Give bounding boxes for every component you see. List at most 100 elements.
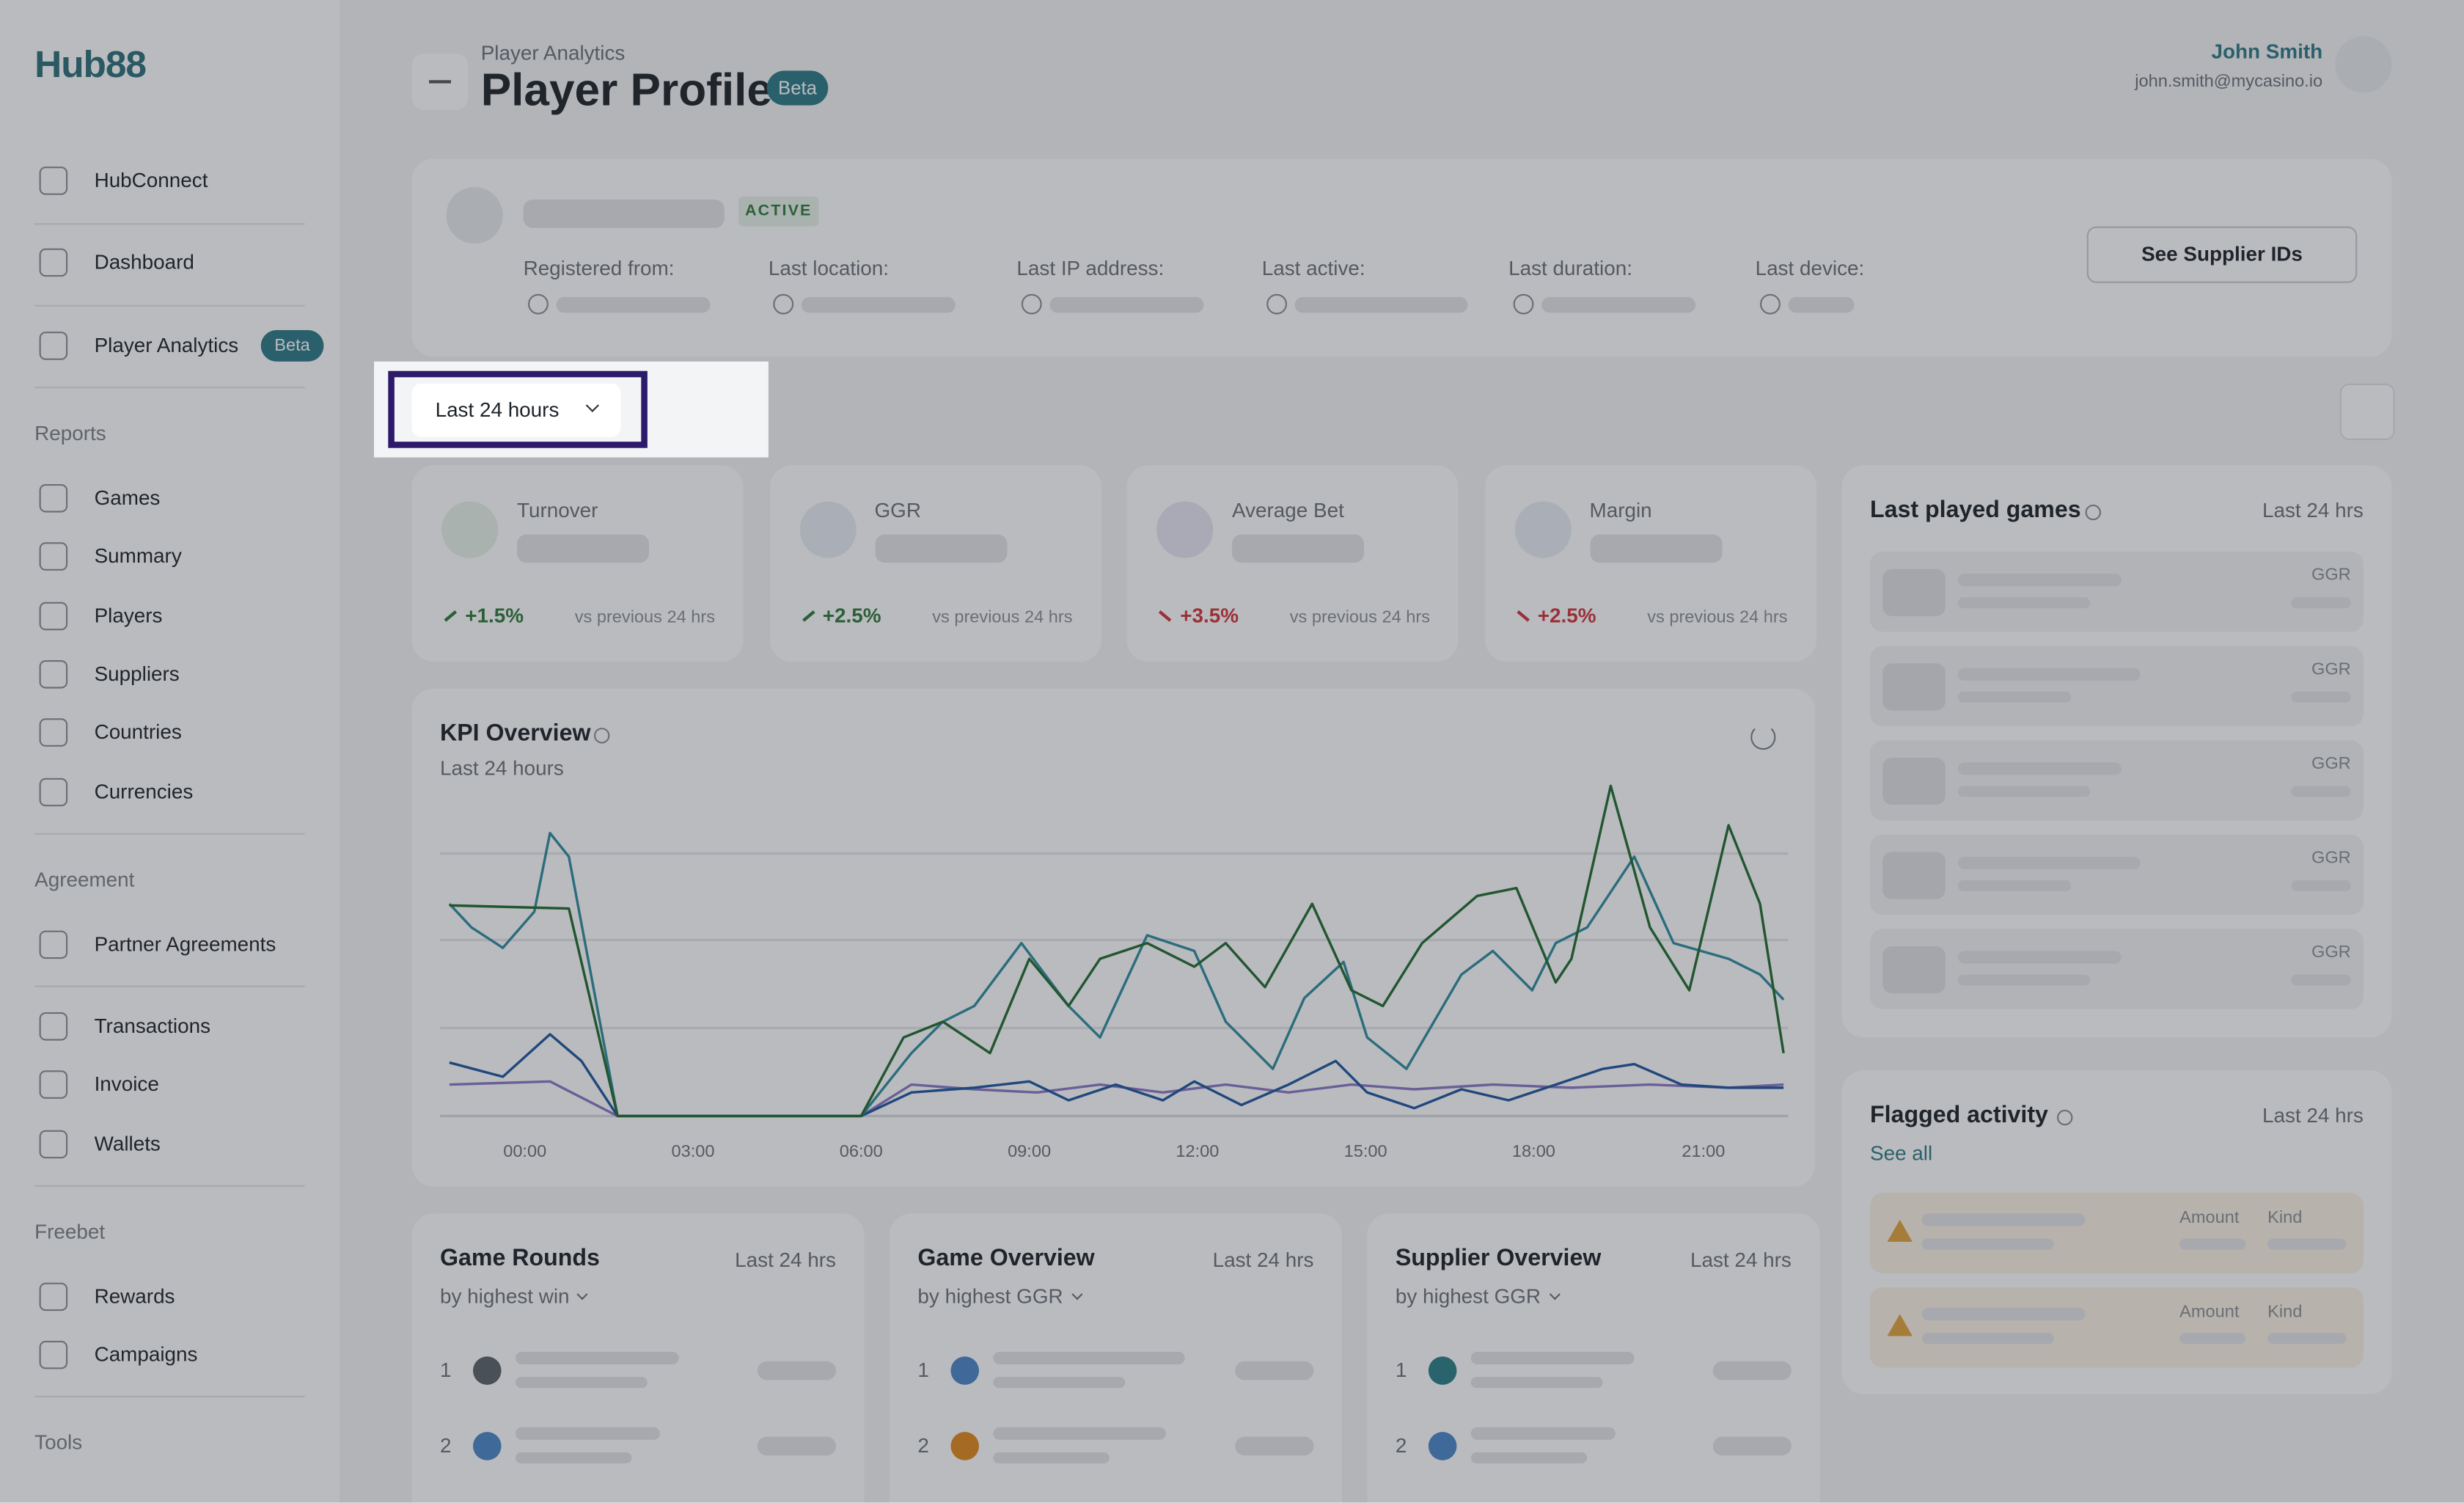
game-row: GGR: [1870, 646, 2364, 726]
kind-label: Kind: [2267, 1208, 2303, 1228]
kpi-change: +1.5%: [465, 603, 524, 627]
kind-label: Kind: [2267, 1303, 2303, 1323]
name-skeleton: [523, 200, 725, 228]
user-email: john.smith@mycasino.io: [2135, 72, 2323, 92]
kpi-label: Margin: [1589, 498, 1652, 522]
nav-item[interactable]: Wallets: [94, 1131, 161, 1155]
nav-item[interactable]: Players: [94, 603, 163, 627]
card-title: KPI Overview: [440, 720, 591, 747]
nav-icon: [39, 660, 68, 689]
field-icon: [1513, 293, 1534, 315]
nav-item[interactable]: Currencies: [94, 779, 194, 803]
flag-skeleton: [1921, 1238, 2054, 1250]
rank-number: 1: [917, 1358, 929, 1382]
back-button[interactable]: [411, 53, 469, 110]
sort-dropdown[interactable]: by highest GGR: [917, 1284, 1082, 1309]
card-title: Flagged activity: [1870, 1102, 2048, 1129]
ggr-skeleton: [2291, 974, 2351, 986]
kpi-change: +3.5%: [1180, 603, 1239, 627]
last-played-card: Last played games Last 24 hrs GGR GGR GGR G…: [1841, 465, 2392, 1038]
game-skeleton: [1958, 691, 2072, 703]
rank-dot: [950, 1432, 979, 1460]
rank-skeleton: [515, 1452, 632, 1463]
value-skeleton: [1712, 1361, 1792, 1381]
flag-row: Amount Kind: [1870, 1287, 2364, 1368]
x-axis-label: 00:00: [503, 1142, 547, 1162]
profile-card: ACTIVE See Supplier IDs Registered from:…: [411, 158, 2392, 357]
nav-icon: [39, 167, 68, 195]
rank-dot: [473, 1432, 502, 1460]
game-row: GGR: [1870, 552, 2364, 632]
nav-item[interactable]: Suppliers: [94, 662, 180, 686]
x-axis-label: 03:00: [671, 1142, 715, 1162]
period-dropdown[interactable]: Last 24 hours: [411, 383, 621, 437]
field-skeleton: [801, 297, 956, 313]
nav-icon: [39, 484, 68, 513]
rank-number: 2: [440, 1433, 452, 1458]
sort-dropdown[interactable]: by highest win: [440, 1284, 589, 1309]
nav-icon: [39, 1340, 68, 1369]
info-icon[interactable]: [2085, 504, 2101, 521]
nav-item[interactable]: Partner Agreements: [94, 932, 276, 956]
nav-item[interactable]: HubConnect: [94, 168, 208, 192]
kpi-chart: [439, 784, 1789, 1118]
supplier-ids-button[interactable]: See Supplier IDs: [2086, 226, 2358, 283]
sort-dropdown[interactable]: by highest GGR: [1396, 1284, 1560, 1309]
rank-number: 1: [440, 1358, 452, 1382]
nav-item[interactable]: Invoice: [94, 1072, 159, 1096]
x-axis-label: 15:00: [1343, 1142, 1387, 1162]
nav-icon: [39, 248, 68, 277]
game-thumb: [1882, 663, 1946, 711]
field-skeleton: [1788, 297, 1855, 313]
field-icon: [528, 293, 549, 315]
field-icon: [773, 293, 794, 315]
user-avatar[interactable]: [2335, 36, 2392, 93]
see-all-link[interactable]: See all: [1870, 1141, 1933, 1165]
ggr-skeleton: [2291, 597, 2351, 609]
game-skeleton: [1958, 762, 2122, 775]
section-heading: Freebet: [34, 1219, 106, 1243]
nav-item[interactable]: Player Analytics: [94, 333, 239, 357]
refresh-icon[interactable]: [1750, 724, 1776, 750]
game-row: GGR: [1870, 740, 2364, 821]
focus-frame: [388, 370, 648, 448]
field-icon: [1760, 293, 1781, 315]
kpi-label: Turnover: [517, 498, 598, 522]
nav-item[interactable]: Transactions: [94, 1014, 211, 1038]
game-skeleton: [1958, 880, 2072, 891]
x-axis-label: 09:00: [1008, 1142, 1052, 1162]
nav-item[interactable]: Summary: [94, 544, 182, 568]
flagged-card: Flagged activity Last 24 hrs See all Amo…: [1841, 1070, 2392, 1394]
summary-card: Supplier Overview Last 24 hrs by highest G…: [1367, 1213, 1820, 1503]
dropdown-label: Last 24 hours: [435, 398, 560, 422]
info-icon[interactable]: [2057, 1109, 2073, 1126]
section-heading: Agreement: [34, 867, 135, 891]
beta-badge: Beta: [766, 70, 829, 106]
section-heading: Reports: [34, 421, 106, 445]
nav-item[interactable]: Rewards: [94, 1284, 175, 1308]
ggr-label: GGR: [2311, 849, 2351, 868]
card-title: Supplier Overview: [1395, 1245, 1602, 1272]
warning-icon: [1887, 1219, 1913, 1242]
nav-item[interactable]: Games: [94, 486, 161, 510]
highlight-area: Last 24 hours: [373, 361, 769, 458]
game-skeleton: [1958, 597, 2090, 609]
nav-item[interactable]: Campaigns: [94, 1342, 198, 1367]
ggr-skeleton: [2291, 786, 2351, 797]
value-skeleton: [1235, 1361, 1314, 1381]
edit-button[interactable]: [2339, 383, 2395, 440]
info-icon[interactable]: [594, 728, 610, 744]
game-thumb: [1882, 568, 1946, 616]
field-label: Last active:: [1261, 256, 1365, 280]
nav-item[interactable]: Countries: [94, 720, 182, 744]
ggr-label: GGR: [2311, 943, 2351, 962]
flag-skeleton: [1921, 1213, 2086, 1226]
summary-card: Game Rounds Last 24 hrs by highest win 1 2: [411, 1213, 865, 1503]
section-heading: Tools: [34, 1430, 83, 1455]
line-green: [449, 784, 1785, 1118]
nav-icon: [39, 1282, 68, 1312]
nav-item[interactable]: Dashboard: [94, 249, 194, 274]
card-title: Game Overview: [917, 1245, 1095, 1272]
